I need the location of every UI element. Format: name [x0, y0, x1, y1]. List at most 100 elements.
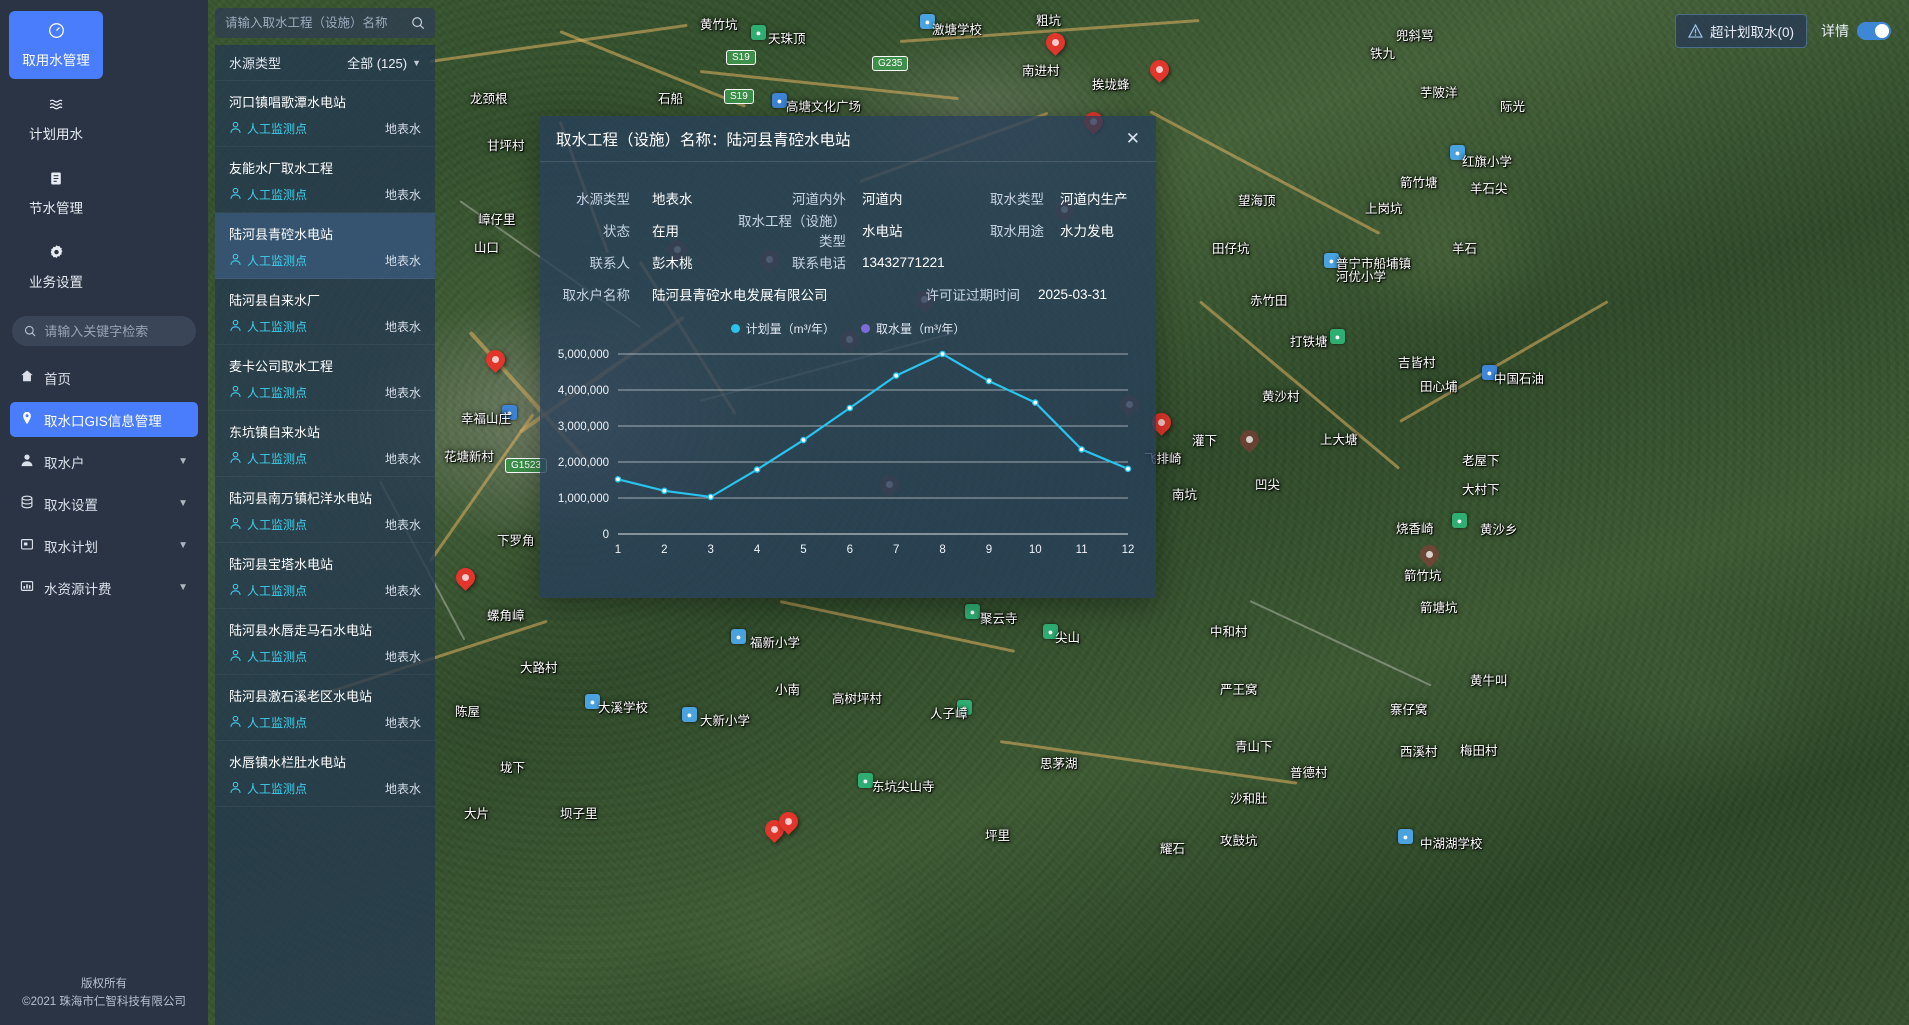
- person-small-icon: [229, 583, 242, 599]
- map-poi-icon[interactable]: ●: [502, 405, 517, 420]
- list-item[interactable]: 陆河县水唇走马石水电站 人工监测点 地表水: [215, 609, 435, 675]
- list-item-meta: 人工监测点 地表水: [229, 516, 421, 533]
- list-search-box[interactable]: [215, 8, 435, 38]
- list-search-input[interactable]: [225, 16, 405, 30]
- data-point[interactable]: [892, 372, 900, 379]
- field-label-permit-expiry: 许可证过期时间: [925, 288, 1021, 303]
- data-point[interactable]: [661, 487, 668, 495]
- chevron-down-icon[interactable]: ▼: [178, 582, 188, 593]
- close-icon[interactable]: ✕: [1125, 129, 1140, 148]
- monitoring-point-tag[interactable]: 人工监测点: [229, 252, 307, 269]
- map-poi-icon[interactable]: ●: [1450, 145, 1465, 160]
- over-plan-badge[interactable]: 超计划取水(0): [1675, 14, 1807, 48]
- list-item[interactable]: 陆河县南万镇杞洋水电站 人工监测点 地表水: [215, 477, 435, 543]
- data-point[interactable]: [800, 436, 807, 444]
- monitoring-point-tag[interactable]: 人工监测点: [229, 186, 307, 203]
- monitoring-point-label: 人工监测点: [247, 188, 308, 202]
- list-item[interactable]: 东坑镇自来水站 人工监测点 地表水: [215, 411, 435, 477]
- map-poi-icon[interactable]: ●: [1482, 365, 1497, 380]
- data-point[interactable]: [939, 350, 946, 358]
- top-right-controls: 超计划取水(0) 详情: [1675, 14, 1891, 48]
- data-point[interactable]: [614, 475, 622, 483]
- list-item-meta: 人工监测点 地表水: [229, 582, 421, 599]
- sidebar-item-2[interactable]: 取水口GIS信息管理: [10, 402, 198, 437]
- detail-toggle[interactable]: 详情: [1821, 21, 1891, 41]
- monitoring-point-tag[interactable]: 人工监测点: [229, 780, 307, 797]
- data-point[interactable]: [707, 493, 715, 501]
- nav-tile-4[interactable]: 业务设置: [9, 233, 103, 301]
- monitoring-point-tag[interactable]: 人工监测点: [229, 648, 307, 665]
- water-volume-chart: 计划量（m³/年） 取水量（m³/年） 0 1,000,000 2,000,000 3,…: [540, 320, 1156, 570]
- road-shield: S19: [724, 89, 754, 104]
- sidebar-item-6[interactable]: 水资源计费 ▼: [10, 570, 198, 605]
- list-item[interactable]: 友能水厂取水工程 人工监测点 地表水: [215, 147, 435, 213]
- legend-item-2[interactable]: 取水量（m³/年）: [861, 320, 965, 337]
- sidebar-search[interactable]: [12, 316, 196, 346]
- nav-tile-3[interactable]: 节水管理: [9, 159, 103, 227]
- data-point[interactable]: [753, 466, 761, 473]
- list-body[interactable]: 水源类型 全部 (125) ▼ 河口镇唱歌潭水电站 人工监测点 地表水 友能水厂取水工…: [215, 45, 435, 1025]
- detail-switch[interactable]: [1857, 22, 1891, 40]
- map-poi-icon[interactable]: ●: [920, 14, 935, 29]
- data-point[interactable]: [1124, 465, 1132, 473]
- monitoring-point-tag[interactable]: 人工监测点: [229, 384, 307, 401]
- legend-item-1[interactable]: 计划量（m³/年）: [730, 320, 835, 337]
- data-point[interactable]: [1031, 399, 1039, 406]
- water-source-filter[interactable]: 水源类型 全部 (125) ▼: [215, 45, 435, 81]
- map-poi-icon[interactable]: ●: [957, 700, 972, 715]
- monitoring-point-tag[interactable]: 人工监测点: [229, 450, 307, 467]
- map-poi-icon[interactable]: ●: [585, 694, 600, 709]
- map-poi-icon[interactable]: ●: [965, 604, 980, 619]
- map-poi-icon[interactable]: ●: [751, 25, 766, 40]
- data-point[interactable]: [985, 377, 993, 385]
- monitoring-point-tag[interactable]: 人工监测点: [229, 318, 307, 335]
- map-poi-icon[interactable]: ●: [1452, 513, 1467, 528]
- map-poi-icon[interactable]: ●: [772, 93, 787, 108]
- map-poi-icon[interactable]: ●: [1043, 624, 1058, 639]
- monitoring-point-tag[interactable]: 人工监测点: [229, 516, 307, 533]
- nav-tile-label: 节水管理: [29, 200, 83, 216]
- nav-tile-1[interactable]: 取用水管理: [9, 11, 103, 79]
- list-item[interactable]: 陆河县自来水厂 人工监测点 地表水: [215, 279, 435, 345]
- field-label-intake-type: 取水类型: [990, 192, 1044, 207]
- list-item[interactable]: 陆河县青硿水电站 人工监测点 地表水: [215, 213, 435, 279]
- filter-value-group[interactable]: 全部 (125) ▼: [347, 53, 421, 72]
- map-poi-icon[interactable]: ●: [731, 629, 746, 644]
- list-item[interactable]: 河口镇唱歌潭水电站 人工监测点 地表水: [215, 81, 435, 147]
- map-poi-icon[interactable]: ●: [1398, 829, 1413, 844]
- list-item[interactable]: 陆河县宝塔水电站 人工监测点 地表水: [215, 543, 435, 609]
- sidebar-item-3[interactable]: 取水户 ▼: [10, 444, 198, 479]
- list-item[interactable]: 水唇镇水栏肚水电站 人工监测点 地表水: [215, 741, 435, 807]
- list-item[interactable]: 麦卡公司取水工程 人工监测点 地表水: [215, 345, 435, 411]
- map-poi-icon[interactable]: ●: [1324, 253, 1339, 268]
- field-value-permit-expiry: 2025-03-31: [1038, 286, 1108, 302]
- sidebar-item-1[interactable]: 首页: [10, 360, 198, 395]
- nav-tile-2[interactable]: 计划用水: [9, 85, 103, 153]
- monitoring-point-tag[interactable]: 人工监测点: [229, 714, 307, 731]
- sidebar-search-input[interactable]: [44, 323, 184, 339]
- data-point[interactable]: [846, 404, 854, 412]
- water-source-type-label: 地表水: [384, 188, 421, 202]
- list-item-name: 河口镇唱歌潭水电站: [229, 95, 347, 110]
- person-small-icon: [229, 187, 242, 203]
- chevron-down-icon[interactable]: ▼: [178, 456, 188, 467]
- map-poi-icon[interactable]: ●: [858, 773, 873, 788]
- map-poi-icon[interactable]: ●: [682, 707, 697, 722]
- chevron-down-icon[interactable]: ▼: [178, 540, 188, 551]
- database-icon: [20, 495, 34, 512]
- intake-detail-dialog: 取水工程（设施）名称：陆河县青硿水电站 ✕ 水源类型 地表水 河道内外 河道内 …: [540, 116, 1156, 598]
- sidebar-item-4[interactable]: 取水设置 ▼: [10, 486, 198, 521]
- data-point[interactable]: [1078, 446, 1085, 453]
- monitoring-point-tag[interactable]: 人工监测点: [229, 582, 307, 599]
- monitoring-point-label: 人工监测点: [247, 122, 308, 136]
- search-icon[interactable]: [411, 16, 425, 30]
- monitoring-point-tag[interactable]: 人工监测点: [229, 120, 307, 137]
- map-poi-icon[interactable]: ●: [1330, 329, 1345, 344]
- list-item[interactable]: 陆河县激石溪老区水电站 人工监测点 地表水: [215, 675, 435, 741]
- user-icon: [20, 453, 34, 470]
- list-item-name: 陆河县青硿水电站: [229, 227, 334, 242]
- chevron-down-icon[interactable]: ▼: [178, 498, 188, 509]
- sidebar-item-5[interactable]: 取水计划 ▼: [10, 528, 198, 563]
- location-pin-icon: [20, 411, 34, 428]
- waves-icon: [47, 96, 65, 116]
